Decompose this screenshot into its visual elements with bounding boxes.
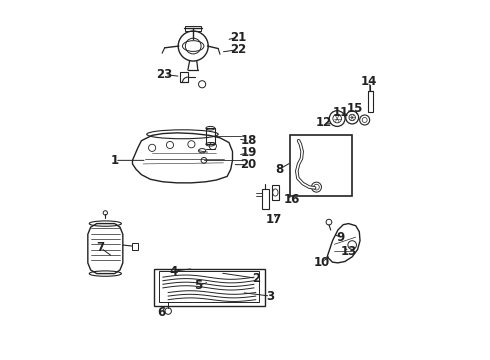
Bar xyxy=(206,128,215,144)
Text: 10: 10 xyxy=(314,256,330,269)
Bar xyxy=(368,91,372,112)
Text: 16: 16 xyxy=(283,193,299,206)
Bar xyxy=(132,243,138,249)
Text: 22: 22 xyxy=(230,43,246,56)
Text: 19: 19 xyxy=(241,147,257,159)
Text: 23: 23 xyxy=(156,68,173,81)
Text: 2: 2 xyxy=(252,272,260,285)
Text: 6: 6 xyxy=(157,306,165,319)
Text: 8: 8 xyxy=(275,163,283,176)
Bar xyxy=(272,185,279,200)
Text: 21: 21 xyxy=(230,31,246,44)
Text: 9: 9 xyxy=(337,231,345,244)
Bar xyxy=(290,135,352,196)
Text: 18: 18 xyxy=(241,134,257,147)
Text: 15: 15 xyxy=(347,102,363,115)
Text: 3: 3 xyxy=(266,289,274,303)
Bar xyxy=(185,26,201,31)
Bar xyxy=(262,189,269,208)
Text: 11: 11 xyxy=(333,105,349,119)
Text: 4: 4 xyxy=(170,265,178,278)
Text: 14: 14 xyxy=(361,75,377,88)
Text: 1: 1 xyxy=(111,154,119,167)
Text: 7: 7 xyxy=(96,241,104,255)
Text: 12: 12 xyxy=(316,116,332,129)
Text: 20: 20 xyxy=(241,158,257,171)
Bar xyxy=(180,72,188,82)
Text: 13: 13 xyxy=(341,245,357,258)
Text: 17: 17 xyxy=(266,213,282,226)
Text: 5: 5 xyxy=(195,279,203,292)
